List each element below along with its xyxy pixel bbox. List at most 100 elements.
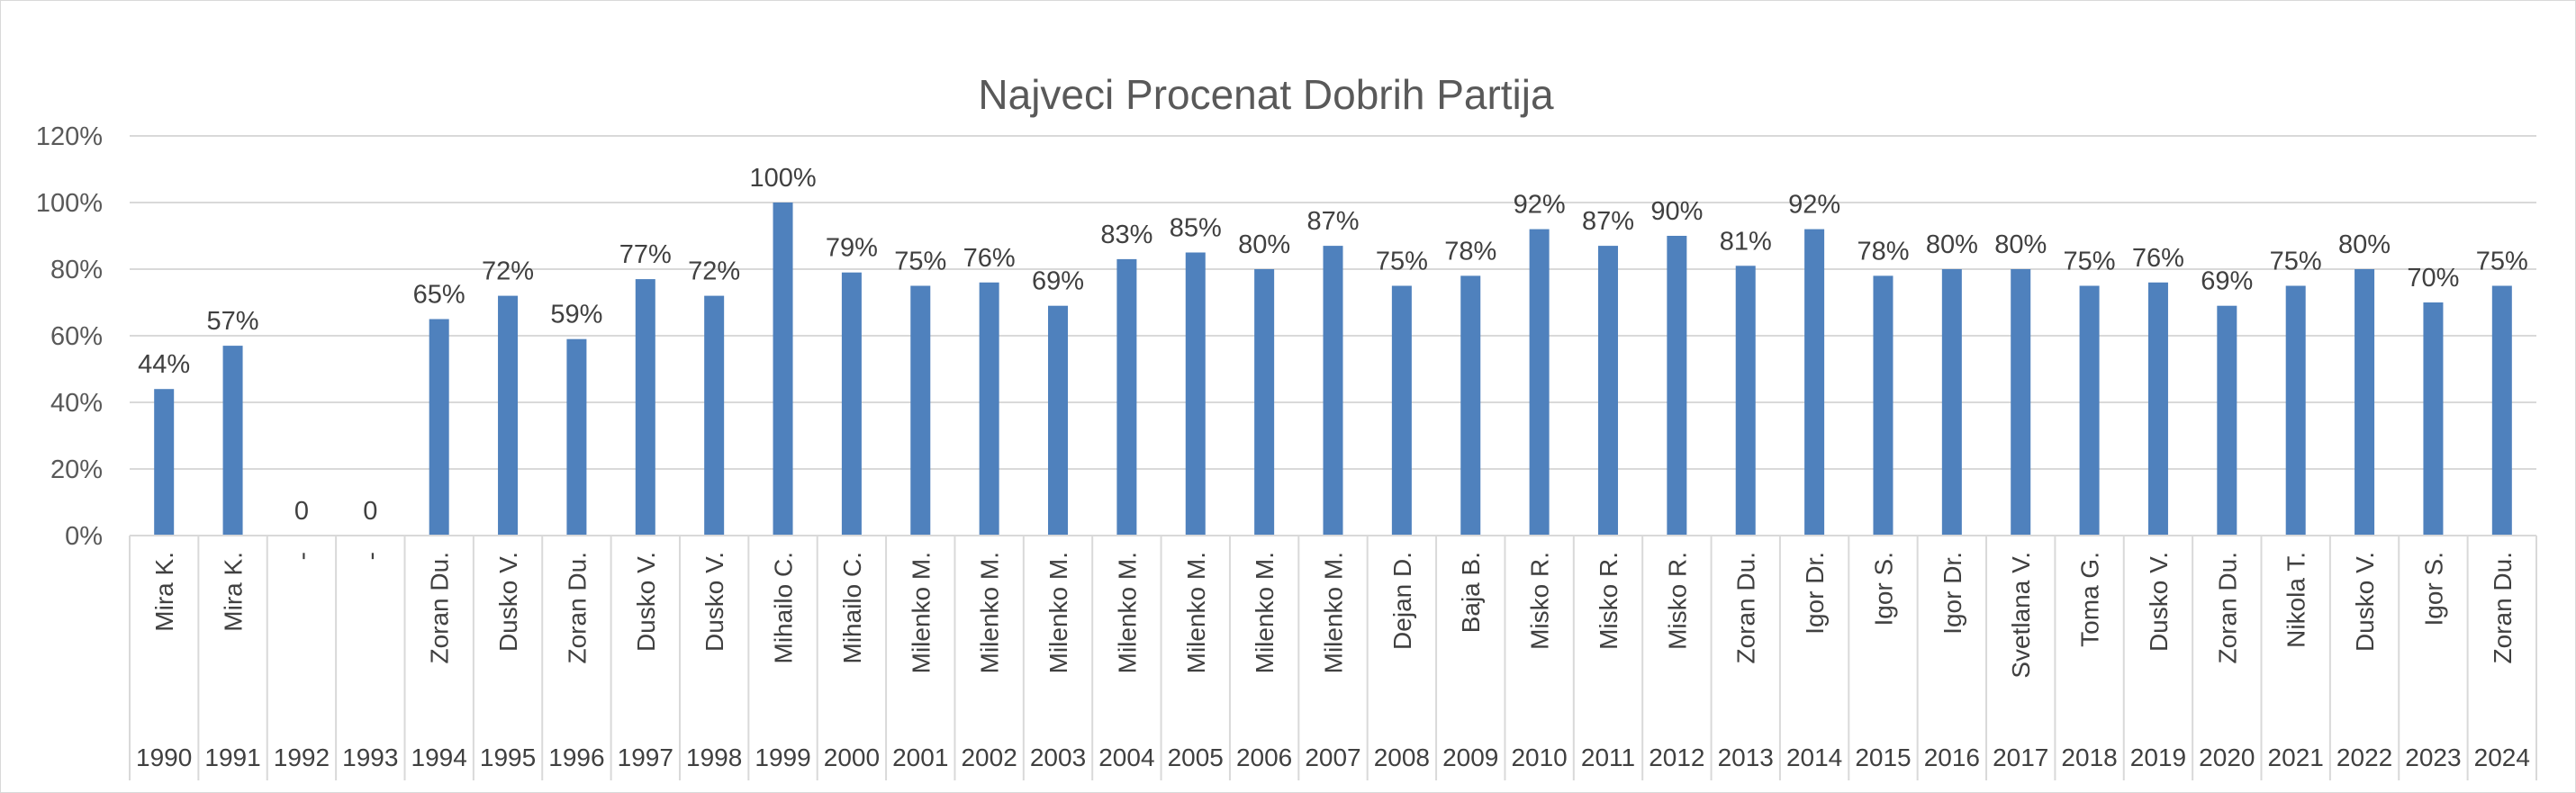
category-label: Milenko M. [1113,552,1141,673]
data-label: 80% [1994,230,2047,259]
data-label: 80% [1926,230,1978,259]
data-label: 72% [482,257,534,286]
bar [1116,258,1137,536]
bar [841,272,862,536]
bar [1873,275,1894,536]
data-label: 57% [207,307,259,336]
bar [1597,246,1618,536]
category-label: Nikola T. [2282,552,2310,648]
category-label: Igor S. [1869,552,1897,626]
year-label: 2005 [1168,743,1224,771]
data-label: 44% [138,350,190,379]
bar [1460,275,1481,536]
year-label: 2000 [824,743,880,771]
category-label: Misko R. [1663,552,1691,650]
y-tick-label: 40% [50,389,103,418]
bar [1941,269,1962,536]
year-label: 2017 [1993,743,2048,771]
data-label: 77% [619,240,672,269]
year-label: 1994 [411,743,467,771]
year-label: 2010 [1511,743,1567,771]
bar [498,295,519,536]
data-label: 0 [294,497,309,526]
data-label: 76% [963,244,1016,273]
data-label: 80% [2338,230,2391,259]
year-label: 2024 [2474,743,2530,771]
year-label: 2018 [2061,743,2117,771]
year-label: 2004 [1098,743,1154,771]
category-label: Milenko M. [976,552,1004,673]
category-label: Misko R. [1526,552,1554,650]
bar [2011,269,2031,536]
category-label: Milenko M. [1251,552,1279,673]
data-label: 83% [1100,221,1152,249]
data-label: 65% [413,281,465,310]
category-label: Igor Dr. [1939,552,1966,635]
y-axis: 0% 20% 40% 60% 80% 100% 120% [36,122,103,551]
year-label: 1997 [618,743,673,771]
bar [1804,229,1825,536]
data-labels: 44% 57% 0 0 65% 72% 59% 77% 72% 100% 79% 75% 76% 69% 8… [138,164,2528,526]
category-label: Dejan D. [1388,552,1416,650]
category-label: Svetlana V. [2007,552,2035,679]
year-label: 2011 [1581,743,1635,771]
bar [704,295,725,536]
category-label: Toma G. [2076,552,2104,647]
category-label: Zoran Du. [563,552,591,664]
year-label: 2023 [2405,743,2461,771]
bar [1323,246,1343,536]
data-label: 87% [1582,207,1634,236]
data-label: 70% [2407,264,2459,293]
data-label: 72% [688,257,740,286]
data-label: 100% [749,164,816,193]
bar [1735,266,1756,536]
bar [2423,302,2444,536]
year-label: 1990 [136,743,192,771]
category-label: Mihailo C. [770,552,798,663]
bar [429,319,449,536]
y-tick-label: 120% [36,122,103,151]
y-tick-label: 100% [36,189,103,218]
year-label: 2002 [961,743,1017,771]
bar [154,389,175,536]
category-label: Milenko M. [1182,552,1210,673]
category-label: Misko R. [1595,552,1622,650]
data-label: 75% [2270,248,2322,276]
bar [222,346,243,536]
year-label: 2009 [1442,743,1498,771]
year-label: 2001 [892,743,948,771]
y-tick-label: 60% [50,322,103,351]
category-label: Mira K. [150,552,178,632]
bar [1529,229,1550,536]
data-label: 75% [1376,248,1428,276]
bar [979,282,999,536]
category-label: Igor S. [2419,552,2447,626]
data-label: 75% [894,248,946,276]
data-label: 79% [826,234,878,263]
category-label: Milenko M. [907,552,935,673]
y-tick-label: 0% [65,522,103,551]
category-label: Mihailo C. [838,552,866,663]
bar [2355,269,2375,536]
year-label: 2016 [1924,743,1980,771]
bar [2079,285,2100,536]
category-label: Milenko M. [1044,552,1072,673]
category-label: Zoran Du. [2213,552,2241,664]
category-label: Milenko M. [1320,552,1348,673]
year-label: 2019 [2130,743,2186,771]
data-label: 78% [1857,237,1909,266]
data-label: 59% [550,301,602,329]
data-label: 92% [1788,191,1840,220]
year-label: 1999 [755,743,810,771]
category-label: Igor Dr. [1801,552,1829,635]
category-label: Dusko V. [494,552,522,652]
bar [635,279,655,536]
bar [1185,252,1206,536]
y-tick-label: 80% [50,256,103,284]
bars [154,203,2512,536]
data-label: 87% [1306,207,1359,236]
y-tick-label: 20% [50,455,103,484]
year-label: 1996 [548,743,604,771]
